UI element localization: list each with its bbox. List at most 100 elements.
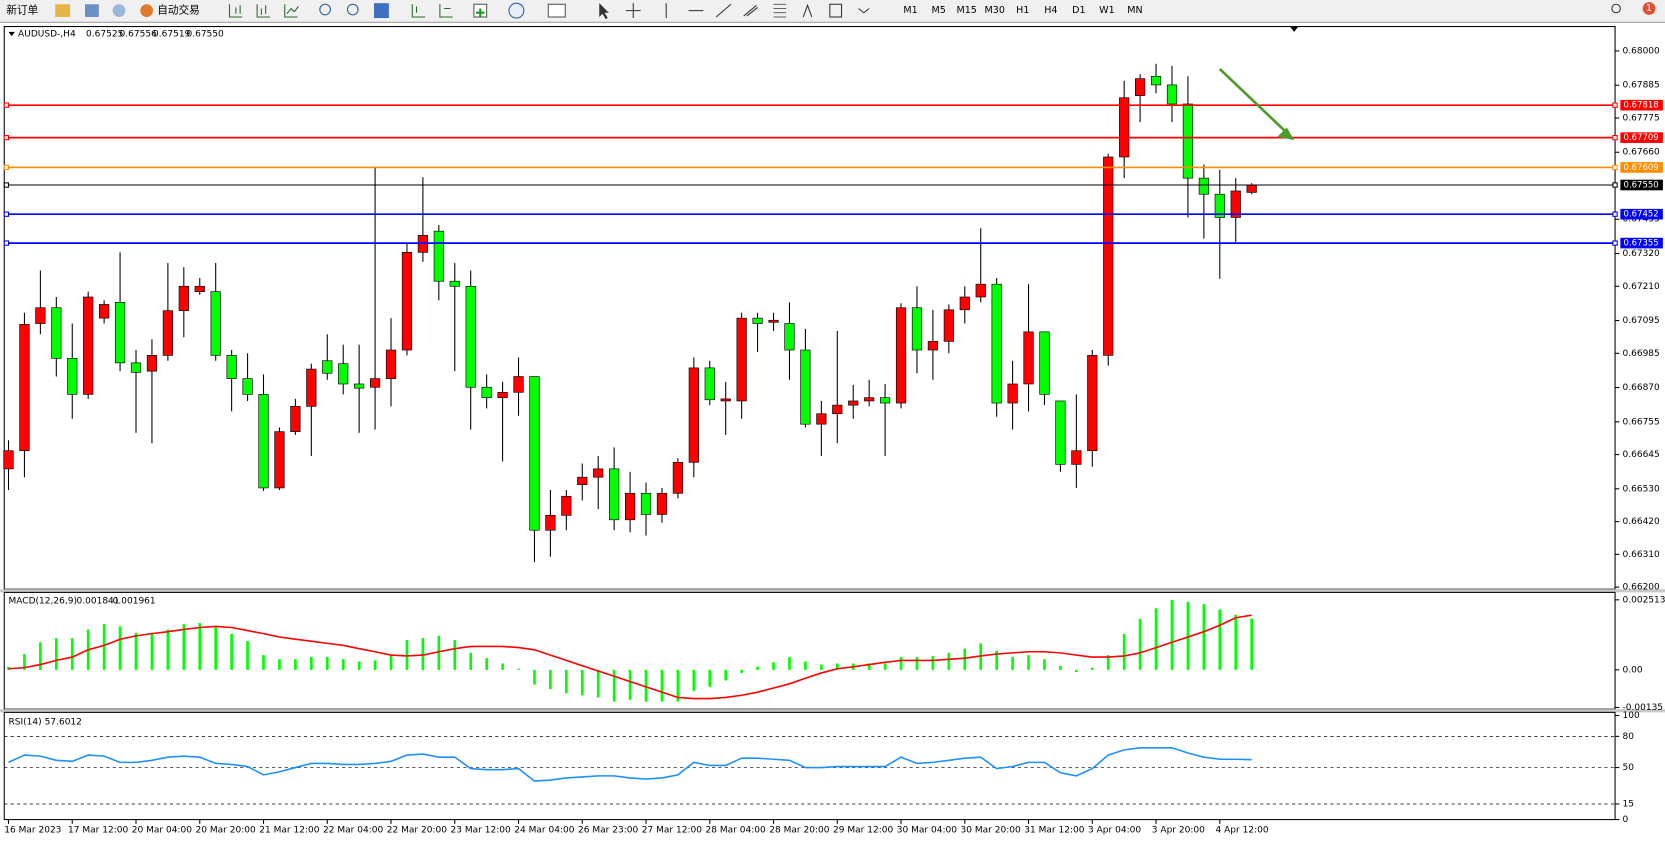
level-label-bg xyxy=(1620,162,1663,173)
badge-bg[interactable] xyxy=(1642,2,1656,15)
icon[interactable] xyxy=(284,4,299,18)
candle-body xyxy=(226,355,237,379)
candle-body xyxy=(401,252,413,351)
ohlc-value: 0.67550 xyxy=(186,29,224,39)
candle-body xyxy=(369,378,381,388)
icon[interactable] xyxy=(85,4,99,17)
zoom-out[interactable] xyxy=(346,3,359,16)
candle-body xyxy=(258,394,269,489)
x-tick-label: 23 Mar 12:00 xyxy=(451,826,511,836)
candle-body xyxy=(99,304,110,319)
zoom-in[interactable] xyxy=(319,3,331,16)
separator xyxy=(0,709,1665,713)
candle-body xyxy=(656,492,668,515)
x-tick-label: 21 Mar 12:00 xyxy=(259,826,319,836)
candle-body xyxy=(338,363,349,385)
candle-body xyxy=(895,307,907,404)
indicator-title: MACD(12,26,9) xyxy=(9,596,78,606)
y-tick-label: 0.00 xyxy=(1622,665,1642,675)
candle-body xyxy=(577,476,588,485)
timeframe-button: M1 xyxy=(903,5,917,16)
toolbar-button[interactable]: 新订单 xyxy=(6,4,38,17)
icon[interactable] xyxy=(55,4,71,17)
level-anchor xyxy=(3,134,10,141)
candle-body xyxy=(35,307,46,324)
fibo[interactable] xyxy=(773,3,787,18)
candle-body xyxy=(465,285,476,388)
y-tick-label: 0.67320 xyxy=(1622,249,1660,259)
candle-body xyxy=(1198,177,1209,195)
candle-body xyxy=(146,355,158,372)
trendline[interactable] xyxy=(715,3,732,18)
y-tick-label: 0.66310 xyxy=(1622,550,1660,560)
x-tick-label: 20 Mar 04:00 xyxy=(132,826,192,836)
candle-body xyxy=(561,495,572,516)
candle-body xyxy=(832,404,843,415)
timeframe-button: M5 xyxy=(931,5,945,16)
y-tick-label: 0.67435 xyxy=(1622,215,1659,225)
templates[interactable] xyxy=(547,3,566,18)
icon[interactable] xyxy=(439,4,453,18)
level-label: 0.67609 xyxy=(1624,163,1659,173)
candle-body xyxy=(529,376,540,531)
y-tick-label: 0 xyxy=(1622,815,1628,825)
y-tick-label: 0.67660 xyxy=(1622,148,1660,158)
x-tick-label: 20 Mar 20:00 xyxy=(196,826,256,836)
timeframe-button: M30 xyxy=(985,5,1005,16)
candle-body xyxy=(3,450,14,470)
candle-body xyxy=(640,492,652,515)
icon[interactable] xyxy=(411,4,426,18)
candle-body xyxy=(449,280,460,287)
candle-body xyxy=(752,317,763,324)
channel[interactable] xyxy=(743,4,758,17)
icon[interactable] xyxy=(140,4,154,17)
candle-body xyxy=(178,285,189,312)
crosshair[interactable] xyxy=(625,3,641,19)
symbol-menu[interactable] xyxy=(8,31,15,37)
timeframe-button: H1 xyxy=(1016,5,1029,16)
candle-body xyxy=(927,341,939,351)
periods[interactable] xyxy=(508,2,525,19)
candle-body xyxy=(274,431,285,489)
x-tick-label: 4 Apr 12:00 xyxy=(1216,826,1269,836)
level-anchor xyxy=(3,164,10,171)
icon[interactable] xyxy=(228,4,243,18)
label-tool[interactable] xyxy=(829,3,843,18)
candle-body xyxy=(545,515,556,531)
toolbar: 1 新订单 自动交易 xyxy=(0,0,1665,23)
candle-body xyxy=(1103,156,1114,356)
candle-body xyxy=(911,307,923,351)
candle-body xyxy=(513,376,524,393)
candle-body xyxy=(194,285,205,292)
y-tick-label: 0.66200 xyxy=(1622,583,1660,593)
cursor[interactable] xyxy=(599,3,609,20)
text-tool[interactable] xyxy=(802,3,813,18)
icon[interactable] xyxy=(256,4,270,18)
candle-body xyxy=(1071,450,1082,465)
level-label-bg xyxy=(1620,237,1663,249)
level-anchor xyxy=(3,102,10,108)
y-tick-label: 0.66420 xyxy=(1622,517,1660,527)
icon[interactable] xyxy=(112,4,126,17)
toolbar-button[interactable]: 自动交易 xyxy=(157,4,199,17)
arrows[interactable] xyxy=(858,8,870,14)
x-tick-label: 28 Mar 04:00 xyxy=(706,826,766,836)
level-anchor xyxy=(3,182,10,188)
candle-body xyxy=(800,349,811,425)
candle-body xyxy=(784,323,795,351)
search[interactable] xyxy=(1611,3,1621,14)
candle-body xyxy=(816,413,827,425)
candle-body xyxy=(497,392,508,398)
candle-body xyxy=(736,317,747,402)
x-tick-label: 3 Apr 04:00 xyxy=(1088,826,1141,836)
x-tick-label: 30 Mar 20:00 xyxy=(961,826,1021,836)
candle-body xyxy=(864,397,875,402)
candle-body xyxy=(290,406,301,432)
macd-panel xyxy=(3,591,1616,710)
level-anchor xyxy=(1612,102,1618,108)
tile[interactable] xyxy=(374,3,389,19)
level-anchor xyxy=(1612,182,1618,188)
candle-body xyxy=(385,349,397,379)
toolbar-bg xyxy=(0,0,1665,23)
rsi-line xyxy=(8,746,1252,782)
